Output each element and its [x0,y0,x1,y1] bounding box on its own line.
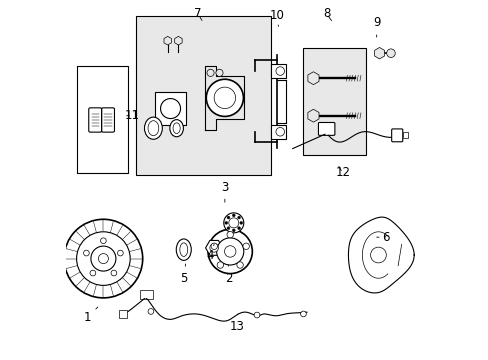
FancyBboxPatch shape [318,122,334,135]
Text: 9: 9 [372,16,380,37]
Circle shape [64,219,142,298]
FancyBboxPatch shape [391,129,402,142]
Circle shape [216,238,244,265]
Circle shape [206,79,243,116]
Circle shape [224,221,227,224]
Circle shape [101,238,106,244]
Bar [77,66,128,173]
Circle shape [226,231,233,238]
Text: 6: 6 [376,231,388,244]
Circle shape [226,227,229,230]
Circle shape [77,232,130,285]
Circle shape [83,250,89,256]
Circle shape [117,250,123,256]
Circle shape [209,244,218,252]
Ellipse shape [169,120,183,137]
Circle shape [211,243,217,249]
Circle shape [386,49,394,58]
Circle shape [228,218,238,228]
Circle shape [216,69,223,76]
Circle shape [160,99,180,118]
Circle shape [370,247,386,263]
Circle shape [206,69,214,76]
Circle shape [275,67,284,75]
Circle shape [214,87,235,109]
Bar [402,132,407,138]
Bar [155,93,185,125]
Bar [119,310,126,318]
Circle shape [91,246,116,271]
Circle shape [224,213,244,233]
Circle shape [237,227,240,230]
Text: 3: 3 [221,181,228,202]
Bar [303,48,365,155]
Circle shape [237,216,240,219]
Text: 11: 11 [124,109,139,122]
Text: 7: 7 [194,8,202,21]
Ellipse shape [148,121,159,136]
Circle shape [207,229,252,274]
Text: 8: 8 [322,8,331,21]
Ellipse shape [144,117,162,139]
Text: 2: 2 [224,265,232,285]
Circle shape [300,311,305,317]
Circle shape [111,270,117,276]
Circle shape [226,216,229,219]
Ellipse shape [176,239,191,260]
Ellipse shape [173,123,180,134]
Circle shape [90,270,96,276]
Circle shape [217,262,223,268]
Circle shape [240,221,242,224]
Text: 12: 12 [335,166,349,179]
Bar [140,290,152,298]
Text: 4: 4 [206,244,214,261]
Circle shape [232,229,235,232]
Circle shape [98,253,108,264]
Circle shape [224,246,235,257]
Bar [271,64,285,78]
Circle shape [232,214,235,217]
Circle shape [236,262,243,268]
Bar [271,125,285,139]
Text: 1: 1 [83,307,98,324]
Ellipse shape [180,243,187,256]
Circle shape [148,309,153,314]
Bar [135,16,271,175]
Text: 5: 5 [180,264,187,285]
Text: 10: 10 [269,9,284,26]
Circle shape [275,127,284,136]
Circle shape [254,312,259,318]
Text: 13: 13 [229,314,244,333]
Circle shape [243,243,249,249]
